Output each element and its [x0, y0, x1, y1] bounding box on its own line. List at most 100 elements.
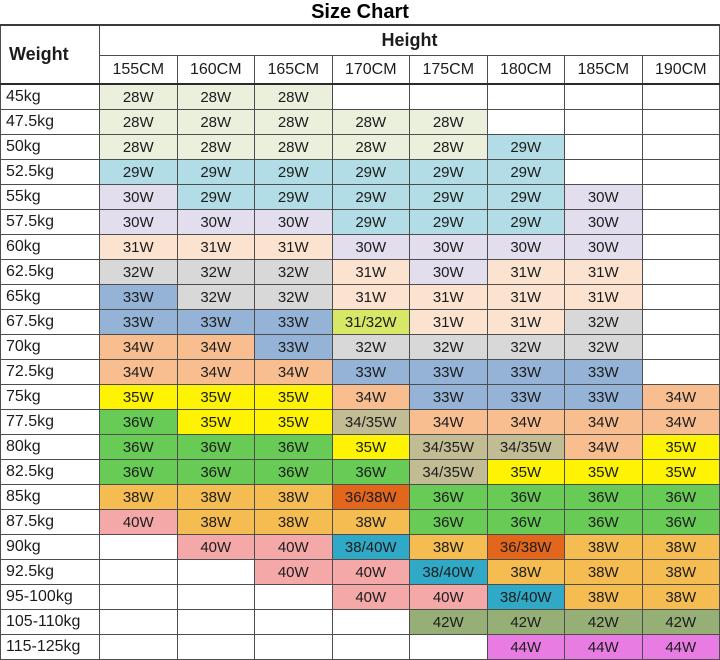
weight-label: 67.5kg — [0, 309, 100, 335]
size-cell — [564, 109, 643, 135]
size-cell: 38W — [254, 484, 333, 510]
size-cell: 31W — [331, 259, 410, 285]
column-header-185cm: 185CM — [564, 55, 643, 85]
size-cell — [641, 134, 720, 160]
size-cell: 33W — [564, 384, 643, 410]
size-cell: 33W — [176, 309, 255, 335]
column-header-160cm: 160CM — [176, 55, 255, 85]
size-cell: 30W — [176, 209, 255, 235]
size-cell: 34W — [409, 409, 488, 435]
size-cell — [331, 634, 410, 660]
size-cell — [641, 184, 720, 210]
size-cell — [641, 109, 720, 135]
size-cell: 36W — [99, 434, 178, 460]
size-cell: 30W — [99, 209, 178, 235]
size-cell: 35W — [254, 384, 333, 410]
size-cell — [486, 109, 565, 135]
table-header: Weight Height 155CM 160CM 165CM 170CM 175CM 1… — [0, 24, 720, 85]
weight-label: 45kg — [0, 83, 100, 110]
size-cell: 32W — [254, 284, 333, 310]
size-cell — [254, 609, 333, 635]
size-cell: 38W — [641, 534, 720, 560]
size-cell: 28W — [176, 134, 255, 160]
size-cell: 31W — [331, 284, 410, 310]
size-cell: 28W — [409, 109, 488, 135]
table-row-92.5kg: 92.5kg 40W 40W 38/40W 38W 38W 38W — [0, 559, 720, 585]
size-cell — [641, 83, 720, 110]
size-cell: 28W — [176, 83, 255, 110]
size-cell — [564, 159, 643, 185]
size-cell: 31W — [564, 259, 643, 285]
size-cell: 36W — [409, 484, 488, 510]
size-cell: 30W — [254, 209, 333, 235]
size-cell: 34W — [99, 359, 178, 385]
size-cell: 31W — [409, 309, 488, 335]
size-cell: 38/40W — [486, 584, 565, 610]
size-cell: 44W — [486, 634, 565, 660]
column-header-row: 155CM 160CM 165CM 170CM 175CM 180CM 185CM 190CM — [1, 55, 720, 85]
size-cell: 28W — [331, 109, 410, 135]
size-cell: 38W — [564, 584, 643, 610]
size-cell: 29W — [254, 184, 333, 210]
size-cell: 30W — [486, 234, 565, 260]
size-cell — [254, 584, 333, 610]
size-cell: 36W — [254, 434, 333, 460]
size-cell: 42W — [409, 609, 488, 635]
size-cell: 29W — [409, 209, 488, 235]
size-cell: 32W — [564, 334, 643, 360]
size-cell: 38W — [176, 509, 255, 535]
size-cell: 34W — [486, 409, 565, 435]
size-cell: 36W — [331, 459, 410, 485]
size-cell: 38W — [641, 559, 720, 585]
size-cell: 32W — [176, 284, 255, 310]
size-cell: 29W — [176, 184, 255, 210]
size-cell — [409, 634, 488, 660]
size-cell: 29W — [176, 159, 255, 185]
size-cell: 30W — [99, 184, 178, 210]
size-cell: 33W — [486, 384, 565, 410]
size-cell: 29W — [486, 209, 565, 235]
weight-label: 47.5kg — [0, 109, 100, 135]
size-cell: 38W — [99, 484, 178, 510]
size-cell: 28W — [99, 109, 178, 135]
table-row-50kg: 50kg 28W 28W 28W 28W 28W 29W — [0, 134, 720, 160]
size-cell: 36W — [641, 484, 720, 510]
size-cell: 38W — [564, 534, 643, 560]
size-cell — [254, 634, 333, 660]
size-cell — [641, 159, 720, 185]
size-cell: 34W — [641, 384, 720, 410]
table-row-90kg: 90kg 40W 40W 38/40W 38W 36/38W 38W 38W — [0, 534, 720, 560]
weight-label: 77.5kg — [0, 409, 100, 435]
size-cell: 34W — [176, 359, 255, 385]
height-header-cell: Height — [99, 24, 720, 56]
size-cell: 42W — [641, 609, 720, 635]
size-cell: 40W — [254, 534, 333, 560]
size-cell: 32W — [409, 334, 488, 360]
size-cell: 38W — [331, 509, 410, 535]
page-title: Size Chart — [311, 1, 409, 23]
weight-label: 75kg — [0, 384, 100, 410]
size-cell: 30W — [409, 259, 488, 285]
size-cell: 34W — [564, 434, 643, 460]
weight-label: 82.5kg — [0, 459, 100, 485]
size-cell: 29W — [409, 184, 488, 210]
size-cell: 33W — [409, 384, 488, 410]
size-cell: 34/35W — [409, 459, 488, 485]
size-cell: 36W — [486, 484, 565, 510]
size-cell: 35W — [176, 384, 255, 410]
size-cell: 31W — [486, 284, 565, 310]
size-cell: 28W — [176, 109, 255, 135]
size-cell: 28W — [99, 83, 178, 110]
table-row-115-125kg: 115-125kg 44W 44W 44W — [0, 634, 720, 660]
table-row-62.5kg: 62.5kg 32W 32W 32W 31W 30W 31W 31W — [0, 259, 720, 285]
size-cell: 30W — [331, 234, 410, 260]
weight-label: 65kg — [0, 284, 100, 310]
column-header-155cm: 155CM — [99, 55, 178, 85]
size-cell: 36W — [99, 409, 178, 435]
size-cell: 35W — [486, 459, 565, 485]
size-cell: 38W — [176, 484, 255, 510]
size-cell: 30W — [564, 209, 643, 235]
weight-label: 87.5kg — [0, 509, 100, 535]
size-cell — [99, 584, 178, 610]
size-cell: 40W — [176, 534, 255, 560]
